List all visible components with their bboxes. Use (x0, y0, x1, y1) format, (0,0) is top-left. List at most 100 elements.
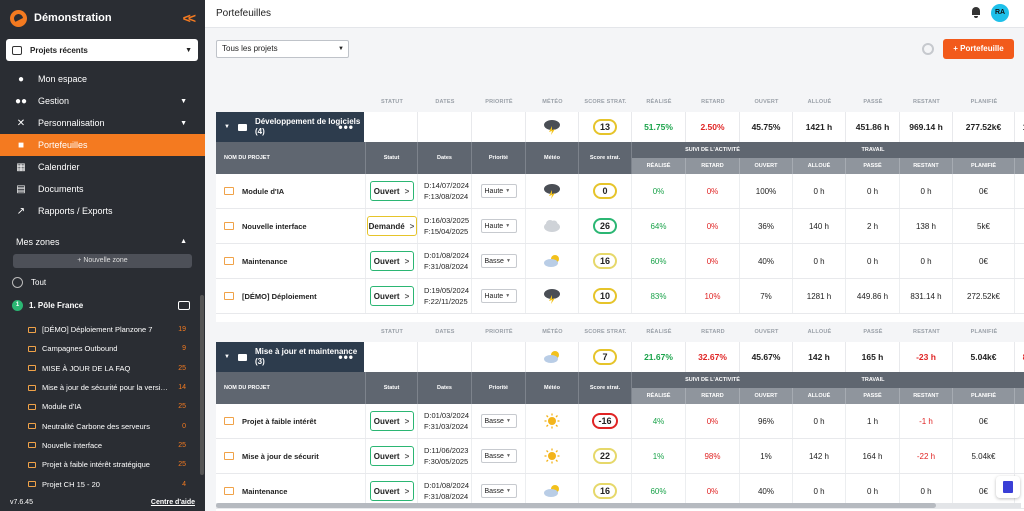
project-restant: 0 h (900, 244, 953, 278)
sidebar-item-1[interactable]: ●● Gestion ▼ (0, 90, 205, 112)
status-button[interactable]: Ouvert > (369, 251, 414, 271)
project-row[interactable]: Mise à jour de sécurit Ouvert > D:11/06/202… (216, 439, 1024, 474)
priority-select[interactable]: Haute ▼ (480, 184, 517, 198)
score-badge: 0 (593, 183, 617, 199)
summary-dates (418, 342, 472, 372)
project-name[interactable]: Nouvelle interface (216, 209, 366, 243)
project-row[interactable]: Nouvelle interface Demandé > D:16/03/2025 F:… (216, 209, 1024, 244)
priority-select[interactable]: Basse ▼ (480, 484, 517, 498)
zone-item-count: 25 (178, 364, 186, 372)
project-row[interactable]: Module d'IA Ouvert > D:14/07/2024 F:13/08/20… (216, 174, 1024, 209)
priority-select[interactable]: Basse ▼ (480, 414, 517, 428)
sidebar-scrollbar[interactable] (200, 295, 204, 475)
folder-icon (12, 45, 22, 55)
zone-item[interactable]: Mise à jour de sécurité pour la version … (28, 378, 186, 397)
priority-select[interactable]: Haute ▼ (480, 289, 517, 303)
column-header-statut: Statut (366, 142, 418, 174)
status-button[interactable]: Demandé > (366, 216, 417, 236)
project-name[interactable]: [DÉMO] Déploiement (216, 279, 366, 313)
export-icon: ↗ (16, 205, 26, 217)
summary-planifie: 5.04k€ (953, 342, 1015, 372)
sidebar-item-2[interactable]: ✕ Personnalisation ▼ (0, 112, 205, 134)
avatar[interactable]: RA (991, 4, 1009, 22)
group-summary-row: ▼ Développement de logiciels (4) ••• 13 51.7… (216, 112, 1024, 142)
folder-icon (28, 384, 36, 391)
project-retard: 10% (686, 279, 740, 313)
horizontal-scrollbar[interactable] (216, 503, 1021, 508)
priority-select[interactable]: Basse ▼ (480, 254, 517, 268)
score-badge: 16 (593, 253, 617, 269)
project-name[interactable]: Projet à faible intérêt (216, 404, 366, 438)
project-name[interactable]: Maintenance (216, 474, 366, 508)
project-row[interactable]: Maintenance Ouvert > D:01/08/2024 F:31/08/20… (216, 244, 1024, 279)
column-header-planifie: PLANIFIÉ (953, 158, 1015, 174)
zone-item[interactable]: Projet CH 15 - 20 4 (28, 474, 186, 493)
new-zone-button[interactable]: + Nouvelle zone (13, 254, 192, 268)
status-button[interactable]: Ouvert > (369, 181, 414, 201)
portfolio-table: STATUT DATES PRIORITÉ MÉTÉO SCORE STRAT. RÉAL… (216, 92, 1024, 511)
zone-item-label: MISE À JOUR DE LA FAQ (42, 363, 131, 373)
chevron-down-icon: ▼ (505, 293, 511, 299)
column-header-nom: NOM DU PROJET (216, 142, 366, 174)
status-button[interactable]: Ouvert > (369, 286, 414, 306)
group-title[interactable]: ▼ Développement de logiciels (4) ••• (216, 112, 364, 142)
project-row[interactable]: Projet à faible intérêt Ouvert > D:01/03/20… (216, 404, 1024, 439)
row-scroll-handle (1015, 404, 1024, 438)
sidebar-item-3[interactable]: ■ Portefeuilles (0, 134, 205, 156)
recent-projects-select[interactable]: Projets récents ▼ (6, 39, 198, 61)
score-badge: 13 (593, 119, 617, 135)
zone-item[interactable]: [DÉMO] Déploiement Planzone 7 19 (28, 320, 186, 339)
priority-select[interactable]: Basse ▼ (480, 449, 517, 463)
header-activity: SUIVI DE L'ACTIVITÉ (632, 372, 793, 388)
sidebar-item-5[interactable]: ▤ Documents (0, 178, 205, 200)
project-name[interactable]: Maintenance (216, 244, 366, 278)
status-button[interactable]: Ouvert > (369, 481, 414, 501)
project-row[interactable]: [DÉMO] Déploiement Ouvert > D:19/05/2024 F:2… (216, 279, 1024, 314)
sidebar-item-6[interactable]: ↗ Rapports / Exports (0, 200, 205, 222)
zone-item-count: 14 (178, 384, 186, 392)
priority-select[interactable]: Haute ▼ (480, 219, 517, 233)
project-filter-select[interactable]: Tous les projets ▼ (216, 40, 349, 58)
project-retard: 0% (686, 174, 740, 208)
project-name[interactable]: Mise à jour de sécurit (216, 439, 366, 473)
project-dates: D:14/07/2024 F:13/08/2024 (418, 174, 472, 208)
column-header-score: Score strat. (579, 142, 632, 174)
sidebar-item-4[interactable]: ▦ Calendrier (0, 156, 205, 178)
zone-pole[interactable]: 1 1. Pôle France (12, 300, 190, 311)
project-planifie: 272.52k€ (953, 279, 1015, 313)
zone-item[interactable]: Neutralité Carbone des serveurs 0 (28, 416, 186, 435)
zone-all[interactable]: Tout (12, 277, 46, 288)
zone-item[interactable]: Projet à faible intérêt stratégique 25 (28, 455, 186, 474)
status-button[interactable]: Ouvert > (369, 411, 414, 431)
status-button[interactable]: Ouvert > (369, 446, 414, 466)
folder-add-icon[interactable] (178, 301, 190, 310)
more-options-icon[interactable]: ••• (338, 120, 354, 134)
zone-item-count: 4 (182, 480, 186, 488)
zone-item[interactable]: Campagnes Outbound 9 (28, 339, 186, 358)
project-score: 26 (579, 209, 632, 243)
chevron-up-icon[interactable]: ▲ (180, 238, 187, 245)
column-header-passe: PASSÉ (846, 158, 900, 174)
project-name[interactable]: Module d'IA (216, 174, 366, 208)
briefcase-icon (237, 353, 247, 361)
zone-item[interactable]: Module d'IA 25 (28, 397, 186, 416)
project-status: Ouvert > (366, 244, 418, 278)
column-label-planifie: PLANIFIÉ (970, 99, 998, 105)
brand[interactable]: Démonstration (10, 8, 112, 28)
gear-icon[interactable] (922, 43, 934, 55)
project-realise: 60% (632, 244, 686, 278)
zone-item-label: Nouvelle interface (42, 440, 103, 450)
more-options-icon[interactable]: ••• (338, 350, 354, 364)
zone-item[interactable]: Nouvelle interface 25 (28, 436, 186, 455)
zone-item[interactable]: MISE À JOUR DE LA FAQ 25 (28, 359, 186, 378)
bell-icon[interactable] (971, 6, 981, 18)
help-link[interactable]: Centre d'aide (150, 498, 195, 506)
export-fab-button[interactable] (996, 476, 1020, 498)
collapse-arrow-icon[interactable]: ▼ (224, 124, 230, 130)
collapse-arrow-icon[interactable]: ▼ (224, 354, 230, 360)
score-badge: 26 (593, 218, 617, 234)
collapse-sidebar-icon[interactable]: << (182, 10, 196, 26)
sidebar-item-0[interactable]: ● Mon espace (0, 68, 205, 90)
add-portfolio-button[interactable]: + Portefeuille (943, 39, 1014, 59)
group-title[interactable]: ▼ Mise à jour et maintenance (3) ••• (216, 342, 364, 372)
